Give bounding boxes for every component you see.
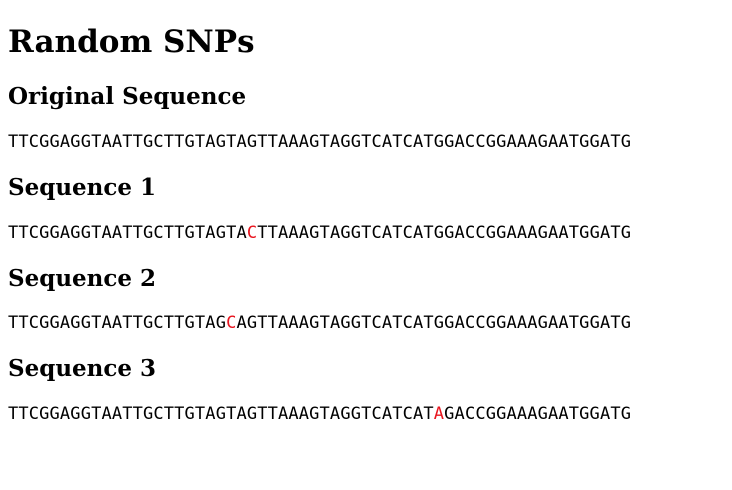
- sequence-3-prefix: TTCGGAGGTAATTGCTTGTAGTAGTTAAAGTAGGTCATCA…: [8, 404, 434, 424]
- sequence-2-suffix: AGTTAAAGTAGGTCATCATGGACCGGAAAGAATGGATG: [236, 313, 632, 333]
- sequence-2-heading: Sequence 2: [8, 265, 157, 292]
- sequence-2-snp: C: [226, 313, 237, 333]
- sequence-2-prefix: TTCGGAGGTAATTGCTTGTAG: [8, 313, 227, 333]
- sequence-1-prefix: TTCGGAGGTAATTGCTTGTAGTA: [8, 223, 247, 243]
- sequence-1-suffix: TTAAAGTAGGTCATCATGGACCGGAAAGAATGGATG: [257, 223, 632, 243]
- sequence-1-heading: Sequence 1: [8, 174, 157, 201]
- original-sequence-heading: Original Sequence: [8, 83, 247, 110]
- sequence-2: TTCGGAGGTAATTGCTTGTAGCAGTTAAAGTAGGTCATCA…: [8, 312, 631, 334]
- sequence-3-snp: A: [433, 404, 445, 424]
- sequence-3-suffix: GACCGGAAAGAATGGATG: [444, 404, 632, 424]
- sequence-1-snp: C: [246, 223, 258, 243]
- sequence-3: TTCGGAGGTAATTGCTTGTAGTAGTTAAAGTAGGTCATCA…: [8, 403, 631, 425]
- sequence-1: TTCGGAGGTAATTGCTTGTAGTACTTAAAGTAGGTCATCA…: [8, 222, 631, 244]
- page-title: Random SNPs: [8, 24, 255, 60]
- original-sequence: TTCGGAGGTAATTGCTTGTAGTAGTTAAAGTAGGTCATCA…: [8, 132, 632, 152]
- sequence-3-heading: Sequence 3: [8, 355, 157, 382]
